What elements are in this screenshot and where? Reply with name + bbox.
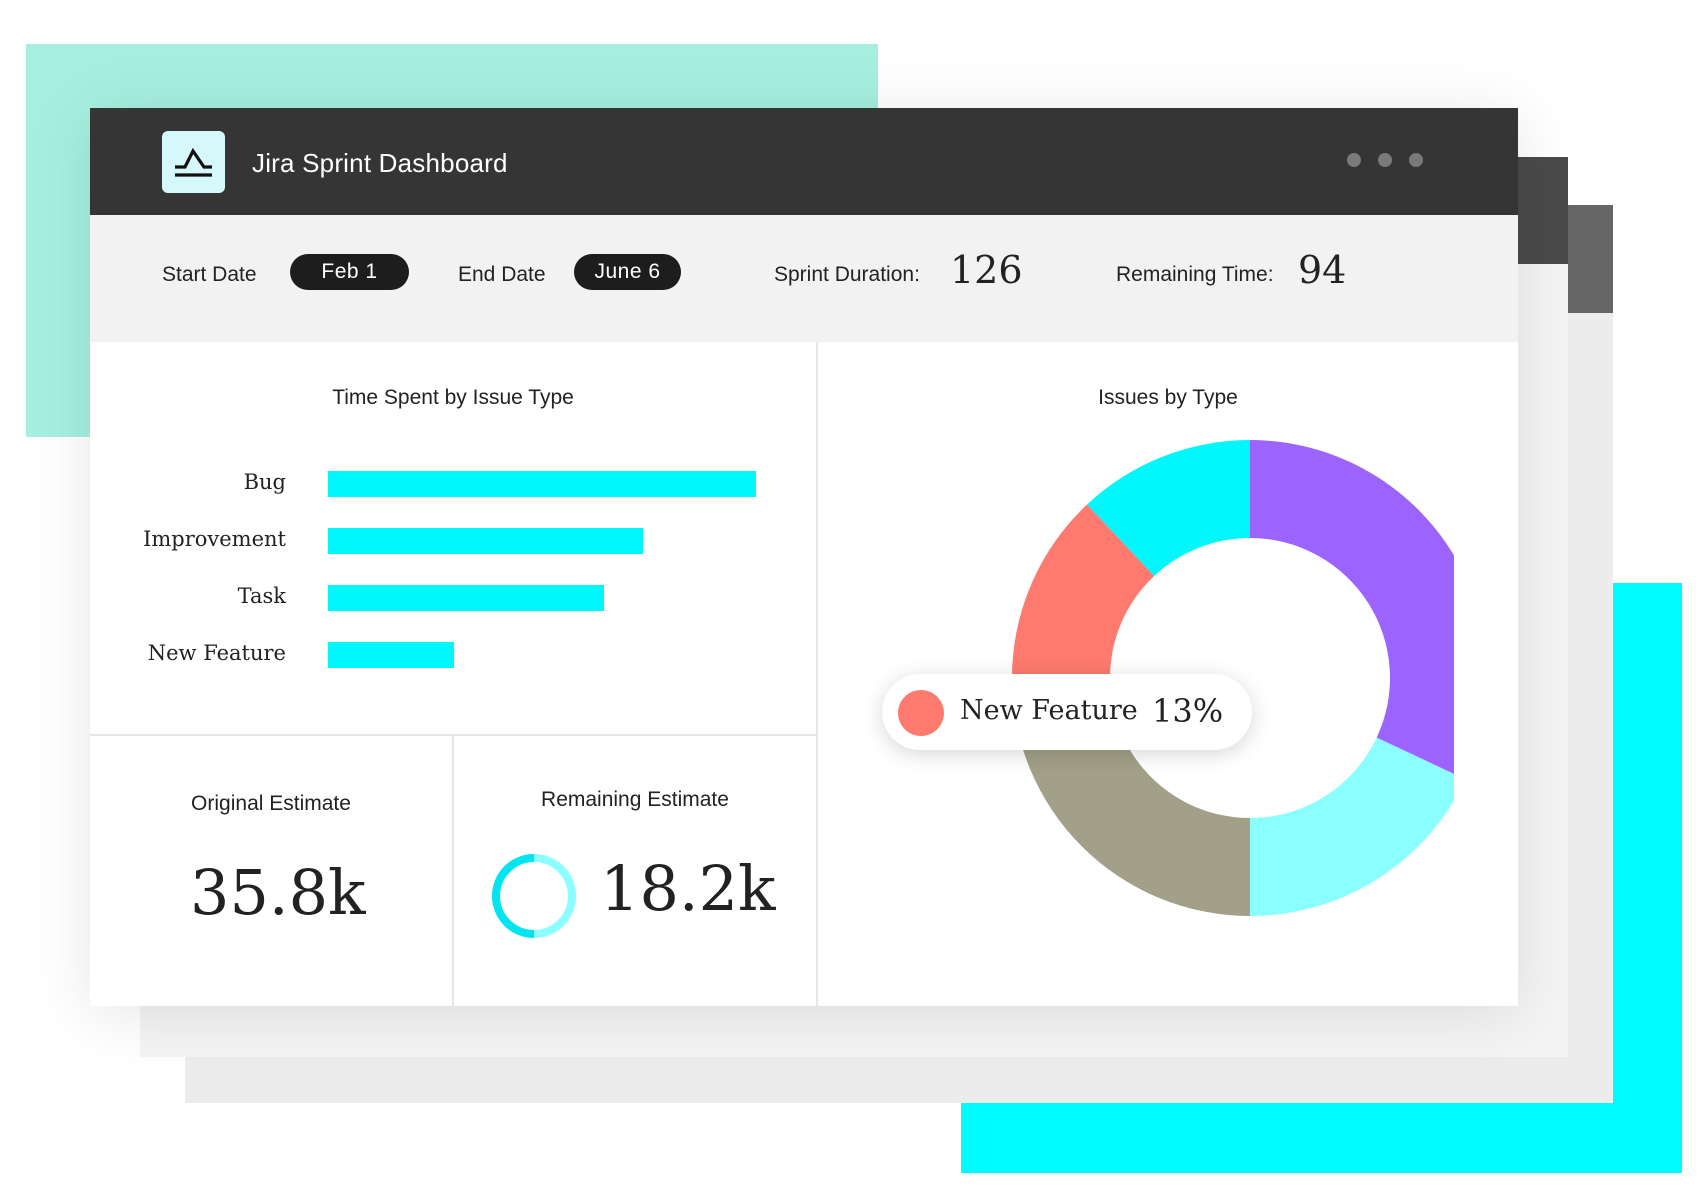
end-date-label: End Date [458, 263, 546, 286]
progress-ring-icon [492, 854, 576, 938]
panel-divider [452, 734, 454, 1006]
time-spent-title: Time Spent by Issue Type [332, 386, 574, 409]
bar-new-feature[interactable] [328, 642, 455, 668]
donut-slice-1[interactable] [1250, 440, 1454, 779]
remaining-time-label: Remaining Time: [1116, 263, 1274, 286]
menu-dot-icon [1378, 153, 1392, 167]
remaining-time-value: 94 [1298, 248, 1347, 292]
donut-slice-2[interactable] [1250, 737, 1454, 916]
bar-improvement[interactable] [328, 528, 643, 554]
issues-by-type-title: Issues by Type [1098, 386, 1238, 409]
title-bar: Jira Sprint Dashboard [90, 108, 1518, 215]
step-chart-icon[interactable] [162, 131, 225, 193]
window-menu-button[interactable] [1347, 153, 1423, 169]
panel-divider [816, 342, 818, 1006]
sprint-duration-label: Sprint Duration: [774, 263, 920, 286]
dashboard-window: Jira Sprint Dashboard Start Date Feb 1 E… [90, 108, 1518, 1006]
end-date-picker[interactable]: June 6 [574, 254, 681, 290]
donut-slice-5[interactable] [1087, 440, 1250, 576]
remaining-estimate-title: Remaining Estimate [541, 788, 729, 811]
start-date-picker[interactable]: Feb 1 [290, 254, 409, 290]
bar-label: Task [237, 584, 286, 608]
menu-dot-icon [1347, 153, 1361, 167]
sprint-duration-value: 126 [950, 248, 1023, 292]
tooltip-color-swatch [898, 690, 944, 736]
menu-dot-icon [1409, 153, 1423, 167]
bar-label: New Feature [147, 641, 286, 665]
chart-tooltip: New Feature 13% [882, 674, 1252, 750]
tooltip-value: 13% [1152, 692, 1224, 730]
bar-label: Bug [243, 470, 286, 494]
tooltip-label: New Feature [960, 695, 1138, 726]
start-date-label: Start Date [162, 263, 257, 286]
sprint-summary-bar: Start Date Feb 1 End Date June 6 Sprint … [90, 215, 1518, 342]
original-estimate-title: Original Estimate [191, 792, 351, 815]
app-title: Jira Sprint Dashboard [252, 148, 508, 178]
remaining-estimate-value: 18.2k [600, 852, 776, 925]
bar-label: Improvement [143, 527, 286, 551]
original-estimate-value: 35.8k [190, 856, 366, 929]
donut-slice-4[interactable] [1012, 504, 1155, 678]
bar-bug[interactable] [328, 471, 756, 497]
bar-task[interactable] [328, 585, 605, 611]
